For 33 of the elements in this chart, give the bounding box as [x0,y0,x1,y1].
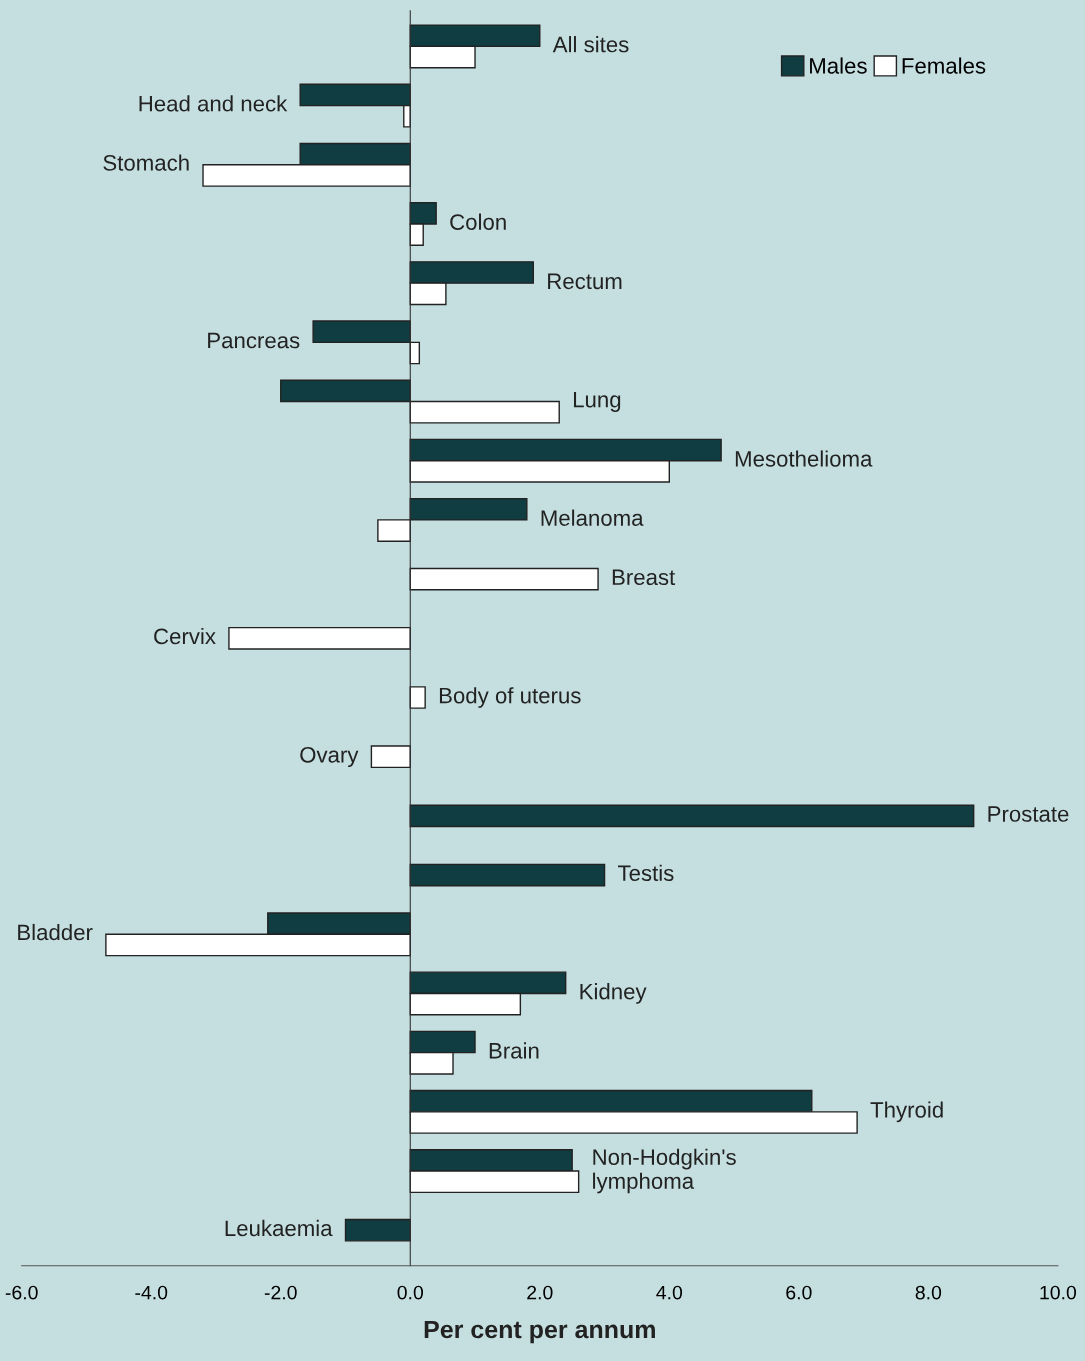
y-tick-label: Body of uterus [439,687,581,708]
y-tick-label: Head and neck [139,95,288,112]
y-tick-label: Thyroid [870,1101,943,1123]
y-tick-label: Lung [573,392,621,412]
y-tick-label: Prostate [988,806,1069,822]
y-tick-label: Testis [618,864,674,882]
x-tick-label: 4.0 [656,1285,683,1300]
y-tick-label: Colon [450,213,506,230]
x-tick-label: 2.0 [527,1285,553,1300]
legend-label: Males [810,57,867,74]
y-tick-label: Cervix [154,627,216,645]
y-tick-label: Stomach [103,154,189,171]
x-tick-label: -2.0 [264,1285,297,1300]
y-tick-label: Kidney [580,983,647,1004]
y-tick-label: Leukaemia [225,1219,333,1237]
x-tick-label: 0.0 [397,1285,424,1300]
x-tick-label: 6.0 [786,1285,812,1300]
x-tick-label: 10.0 [1040,1285,1077,1300]
y-tick-label: Mesothelioma [735,450,873,467]
y-tick-label: Non-Hodgkin's lymphoma [593,1148,736,1194]
legend-label: Females [902,57,986,74]
y-tick-label: Melanoma [541,509,644,526]
y-tick-label: Rectum [548,273,622,290]
y-tick-label: Bladder [18,923,93,941]
y-tick-label: Pancreas [208,332,300,349]
x-tick-label: 8.0 [915,1285,942,1300]
y-tick-label: Breast [612,569,676,586]
y-tick-label: Ovary [300,746,359,768]
y-tick-label: All sites [552,36,629,53]
x-tick-label: -6.0 [5,1285,38,1300]
y-tick-label: Brain [489,1042,539,1059]
x-tick-label: -4.0 [135,1285,168,1300]
x-axis-title: Per cent per annum [424,1320,655,1344]
